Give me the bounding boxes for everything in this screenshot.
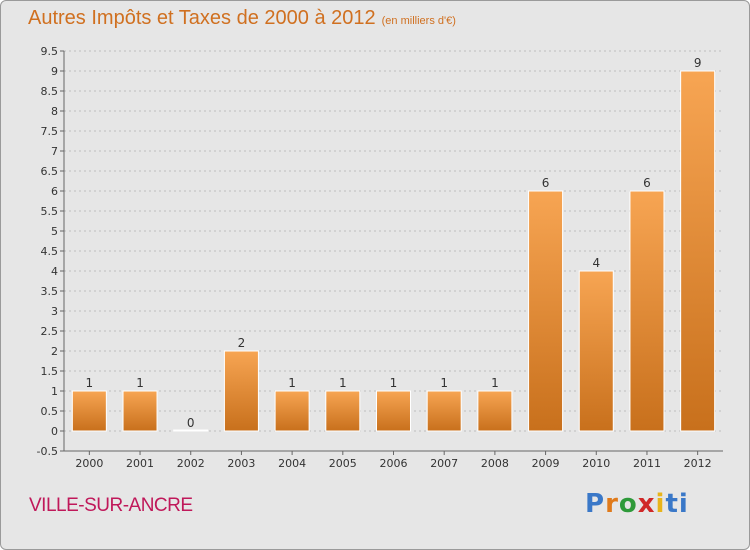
chart-title: Autres Impôts et Taxes de 2000 à 2012 (en… xyxy=(28,7,456,30)
y-tick-label: 4.5 xyxy=(41,245,59,258)
bar xyxy=(71,390,107,432)
bar xyxy=(325,390,361,432)
y-tick-label: 6.5 xyxy=(41,165,59,178)
chart-subtitle: (en milliers d'€) xyxy=(381,15,456,27)
logo-letter: x xyxy=(637,489,656,519)
bar xyxy=(122,390,158,432)
proxiti-logo: Proxiti xyxy=(585,489,689,519)
bar xyxy=(680,70,716,432)
y-tick-label: 0 xyxy=(51,425,58,438)
bar xyxy=(629,190,665,432)
y-tick-label: -0.5 xyxy=(37,445,58,458)
y-tick-label: 9 xyxy=(51,65,58,78)
x-tick-label: 2004 xyxy=(278,457,306,470)
x-tick-label: 2001 xyxy=(126,457,154,470)
x-tick-label: 2012 xyxy=(684,457,712,470)
data-label: 6 xyxy=(542,176,550,190)
logo-letter: r xyxy=(605,489,619,519)
x-tick-label: 2010 xyxy=(582,457,610,470)
data-label: 1 xyxy=(390,376,398,390)
y-tick-label: 2.5 xyxy=(41,325,59,338)
chart-title-text: Autres Impôts et Taxes de 2000 à 2012 xyxy=(28,7,376,29)
y-tick-label: 3 xyxy=(51,305,58,318)
y-tick-label: 1 xyxy=(51,385,58,398)
logo-letter: ti xyxy=(665,489,689,519)
logo-letter: o xyxy=(618,489,638,519)
x-tick-label: 2007 xyxy=(430,457,458,470)
y-tick-label: 5.5 xyxy=(41,205,59,218)
x-tick-label: 2000 xyxy=(75,457,103,470)
y-tick-label: 6 xyxy=(51,185,58,198)
x-tick-label: 2005 xyxy=(329,457,357,470)
data-label: 2 xyxy=(238,336,246,350)
y-tick-label: 9.5 xyxy=(41,45,59,58)
data-label: 1 xyxy=(86,376,94,390)
x-tick-label: 2002 xyxy=(177,457,205,470)
x-tick-label: 2011 xyxy=(633,457,661,470)
commune-name: VILLE-SUR-ANCRE xyxy=(29,495,193,516)
x-tick-label: 2006 xyxy=(380,457,408,470)
bar xyxy=(477,390,513,432)
data-label: 0 xyxy=(187,416,195,430)
data-label: 1 xyxy=(440,376,448,390)
y-tick-label: 8 xyxy=(51,105,58,118)
data-label: 4 xyxy=(592,256,600,270)
data-label: 6 xyxy=(643,176,651,190)
y-tick-label: 7 xyxy=(51,145,58,158)
data-label: 1 xyxy=(491,376,499,390)
y-tick-label: 3.5 xyxy=(41,285,59,298)
data-label: 9 xyxy=(694,56,702,70)
data-label: 1 xyxy=(339,376,347,390)
bar xyxy=(223,350,259,432)
bar xyxy=(274,390,310,432)
data-label: 1 xyxy=(136,376,144,390)
x-tick-label: 2008 xyxy=(481,457,509,470)
logo-letter: P xyxy=(585,489,606,519)
y-tick-label: 8.5 xyxy=(41,85,59,98)
logo-letter: i xyxy=(655,489,666,519)
bar xyxy=(426,390,462,432)
y-tick-label: 1.5 xyxy=(41,365,59,378)
y-tick-label: 2 xyxy=(51,345,58,358)
bar xyxy=(376,390,411,432)
bar xyxy=(173,429,209,432)
y-tick-label: 5 xyxy=(51,225,58,238)
bar xyxy=(528,190,564,432)
x-tick-label: 2009 xyxy=(532,457,560,470)
x-tick-label: 2003 xyxy=(227,457,255,470)
y-tick-label: 7.5 xyxy=(41,125,59,138)
bar xyxy=(578,270,614,432)
y-tick-label: 0.5 xyxy=(41,405,59,418)
y-tick-label: 4 xyxy=(51,265,58,278)
data-label: 1 xyxy=(288,376,296,390)
